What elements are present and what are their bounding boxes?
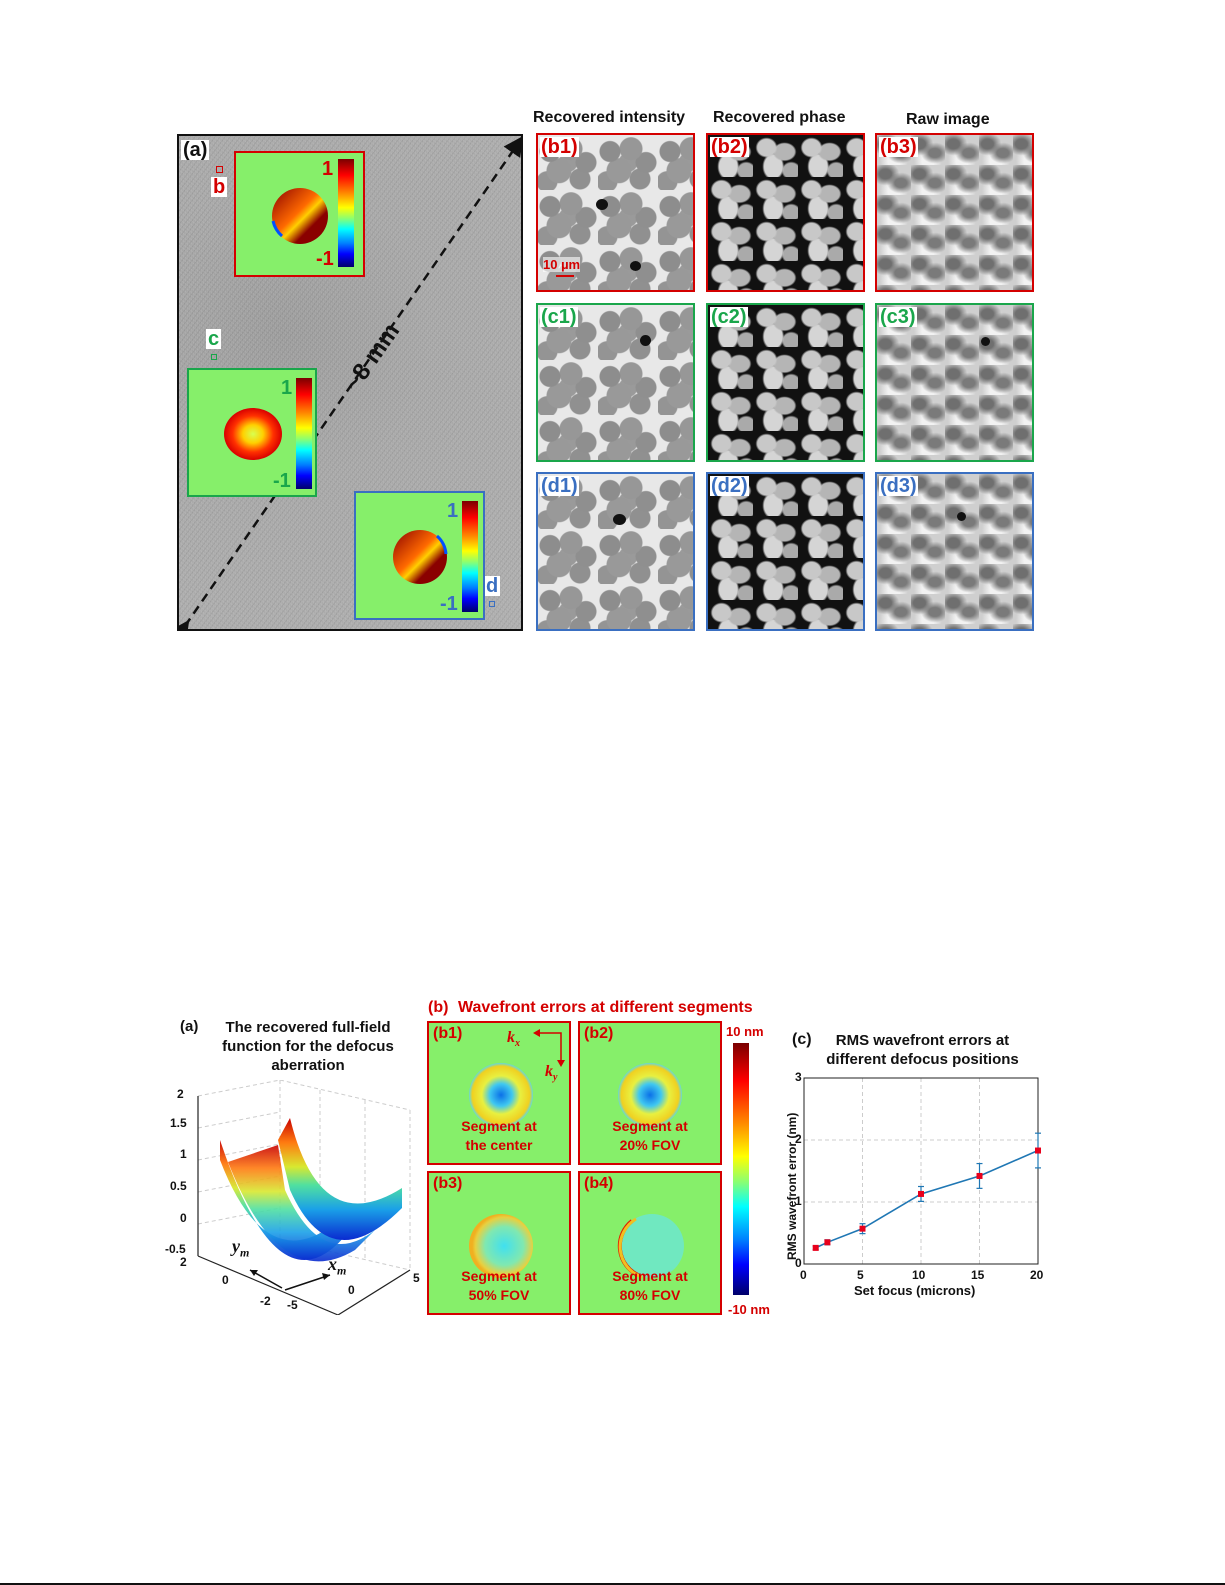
colorbar-c: [296, 378, 312, 489]
y-tick: 0: [222, 1273, 229, 1287]
colorbar-b-max: 1: [322, 158, 334, 180]
inset-pupil-d: 1 -1: [354, 491, 485, 620]
rms-line-chart: [803, 1077, 1041, 1265]
wavefront-colorbar-max: 10 nm: [726, 1024, 764, 1039]
inset-pupil-c: 1 -1: [187, 368, 317, 497]
colorbar-d-max: 1: [447, 500, 459, 522]
colorbar-d: [462, 501, 478, 612]
tile-c2-phase: (c2): [706, 303, 865, 462]
colorbar-c-max: 1: [281, 377, 293, 399]
tile-b3-raw: (b3): [875, 133, 1034, 292]
y-tick: 2: [795, 1132, 802, 1146]
panel-a-full-fov-image: (a) b c d ~8 mm 1: [177, 134, 523, 631]
x-tick: 5: [413, 1271, 420, 1285]
wavefront-colorbar: [733, 1043, 749, 1295]
wavefront-colorbar-min: -10 nm: [728, 1302, 770, 1317]
z-tick: 2: [177, 1087, 184, 1101]
wavefront-map: [469, 1214, 533, 1278]
scale-bar-label: 10 µm: [543, 257, 581, 272]
z-tick: 0: [180, 1211, 187, 1225]
z-tick: 1: [180, 1147, 187, 1161]
x-axis-label: xm: [328, 1254, 347, 1278]
y-tick: 2: [180, 1255, 187, 1269]
ky-label: ky: [545, 1063, 558, 1084]
colorbar-b-min: -1: [316, 248, 334, 270]
tile-d1-intensity: (d1): [536, 472, 695, 631]
wavefront-map: [620, 1214, 684, 1278]
x-tick: -5: [287, 1298, 298, 1312]
wavefront-map: [618, 1063, 682, 1127]
bottom-panel-b-label: (b): [428, 999, 449, 1016]
bottom-panel-a-label: (a): [180, 1018, 199, 1035]
chart-title: RMS wavefront errors at different defocu…: [826, 1032, 1019, 1068]
z-tick: -0.5: [165, 1242, 186, 1256]
x-tick: 0: [348, 1283, 355, 1297]
column-header-phase: Recovered phase: [713, 109, 846, 126]
diagonal-dashed-arrow-icon: [179, 136, 521, 629]
y-axis-label: ym: [232, 1236, 250, 1260]
chart-xlabel: Set focus (microns): [854, 1283, 976, 1298]
segment-b1: (b1) kx ky Segment at the center: [427, 1021, 571, 1165]
y-tick: 0: [795, 1256, 802, 1270]
scale-bar: [556, 275, 574, 277]
colorbar-d-min: -1: [440, 593, 458, 615]
x-tick: 0: [800, 1268, 807, 1282]
tile-d3-raw: (d3): [875, 472, 1034, 631]
tile-b1-intensity: (b1) 10 µm: [536, 133, 695, 292]
z-tick: 0.5: [170, 1179, 187, 1193]
segment-b3: (b3) Segment at 50% FOV: [427, 1171, 571, 1315]
tile-c3-raw: (c3): [875, 303, 1034, 462]
column-header-intensity: Recovered intensity: [533, 109, 686, 126]
pupil-phase-map-b: [271, 188, 328, 244]
bottom-panel-c-label: (c): [792, 1031, 812, 1048]
x-tick: 20: [1030, 1268, 1044, 1282]
colorbar-b: [338, 159, 354, 267]
pupil-phase-map-c: [224, 408, 282, 460]
tile-b2-phase: (b2): [706, 133, 865, 292]
x-tick: 10: [912, 1268, 926, 1282]
kx-label: kx: [507, 1029, 520, 1050]
tile-c1-intensity: (c1): [536, 303, 695, 462]
bottom-panel-a-title: The recovered full-field function for th…: [222, 1019, 394, 1074]
wavefront-map: [469, 1063, 533, 1127]
segment-b2: (b2) Segment at 20% FOV: [578, 1021, 722, 1165]
inset-pupil-b: 1 -1: [234, 151, 365, 277]
column-header-raw: Raw image: [906, 111, 990, 128]
segment-b4: (b4) Segment at 80% FOV: [578, 1171, 722, 1315]
surface-plot-3d: [197, 1080, 411, 1315]
y-tick: 3: [795, 1070, 802, 1084]
colorbar-c-min: -1: [273, 470, 291, 492]
z-tick: 1.5: [170, 1116, 187, 1130]
pupil-phase-map-d: [393, 530, 448, 584]
y-tick: -2: [260, 1294, 271, 1308]
bottom-panel-b-title: Wavefront errors at different segments: [458, 999, 753, 1016]
k-axes-arrow-icon: [537, 1032, 562, 1063]
x-tick: 5: [857, 1268, 864, 1282]
x-axis-arrow-icon: [284, 1274, 331, 1291]
tile-d2-phase: (d2): [706, 472, 865, 631]
y-tick: 1: [795, 1194, 802, 1208]
page-bottom-rule: [0, 1583, 1225, 1585]
x-tick: 15: [971, 1268, 985, 1282]
